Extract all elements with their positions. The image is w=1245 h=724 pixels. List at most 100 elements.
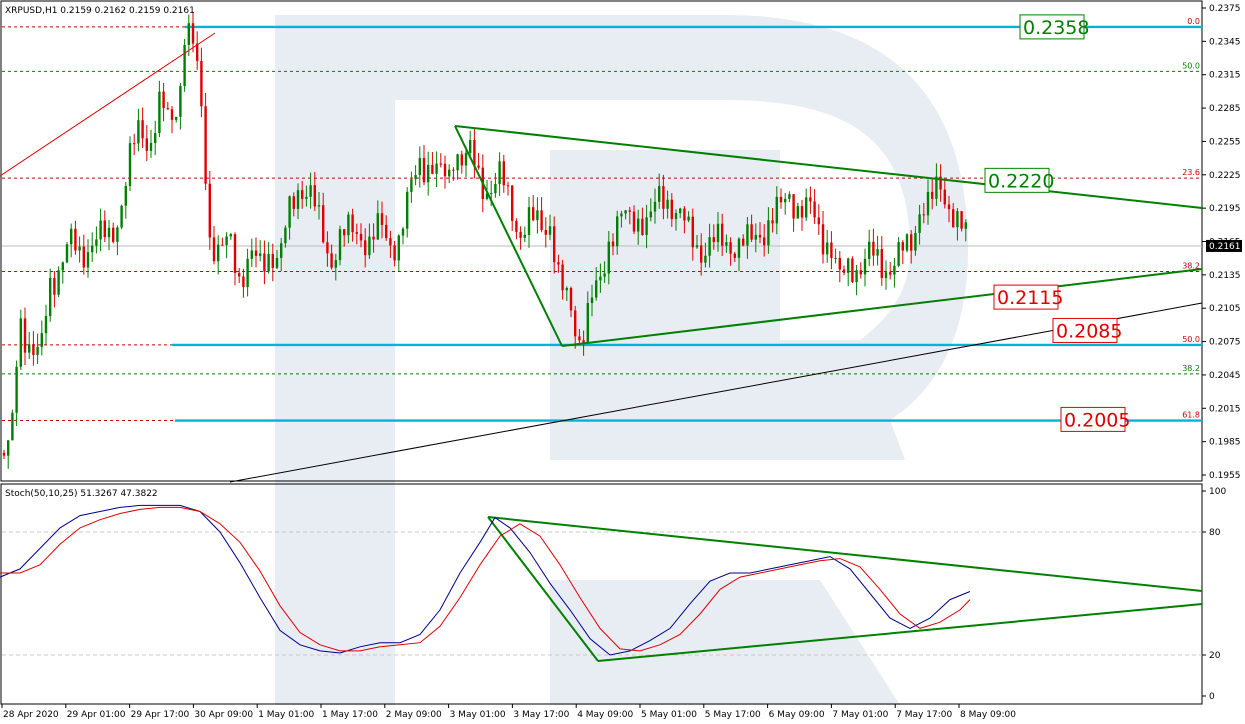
bear-candle [351,214,354,233]
bear-candle [443,163,447,177]
bull-candle [175,116,178,120]
bear-candle [700,245,703,263]
bull-candle [128,143,132,187]
bull-candle [964,222,967,229]
bull-candle [187,23,190,45]
bear-candle [515,220,518,232]
time-tick-label: 7 May 01:00 [832,710,888,720]
bull-candle [225,236,228,246]
bull-candle [826,242,829,255]
bull-candle [406,191,409,229]
bear-candle [32,344,35,355]
time-axis[interactable]: 28 Apr 2020 29 Apr 01:00 29 Apr 17:00 30 Ap… [1,704,1016,720]
bear-candle [460,154,463,166]
price-tick-label: 0.2015 [1209,404,1241,414]
bear-candle [670,199,673,219]
bull-candle [229,234,232,237]
bear-candle [271,253,274,268]
black-trendline [229,302,1203,483]
level-label-box [1019,14,1085,40]
level-label-text: 0.2220 [988,170,1054,192]
bear-candle [393,245,396,261]
bear-candle [683,208,686,221]
bear-candle [473,140,476,166]
bull-candle [469,140,472,153]
bear-candle [431,165,434,174]
stoch-tick-label: 100 [1209,487,1226,497]
bull-candle [86,252,90,268]
bull-candle [36,346,39,355]
bear-candle [771,220,774,224]
bear-candle [611,241,615,247]
bear-candle [204,106,207,184]
bull-candle [704,255,707,263]
bear-candle [53,277,56,295]
bear-candle [851,258,854,283]
bear-candle [242,276,245,288]
bull-candle [775,196,778,224]
stoch-drop-line [487,516,599,662]
level-label-0-2115: 0.2115 [993,284,1063,310]
current-price-badge: 0.2161 [1206,239,1242,252]
trend-lines[interactable] [0,32,1203,662]
bull-candle [767,220,770,246]
bear-candle [103,220,106,238]
bull-candle [120,205,123,228]
level-label-text: 0.2005 [1064,409,1130,431]
bull-candle [490,193,493,195]
time-tick-label: 5 May 17:00 [705,710,761,720]
fib-level-label: 0.0 [1187,17,1200,26]
bull-candle [149,142,153,151]
bull-candle [863,258,867,275]
price-tick-label: 0.2345 [1209,37,1241,47]
bull-candle [70,228,73,245]
bear-candle [141,120,144,139]
bear-candle [641,218,644,236]
bull-candle [448,169,451,177]
bear-candle [519,231,522,238]
bull-candle [427,165,430,183]
bear-candle [691,216,694,248]
bull-candle [599,276,602,281]
triangle-lower-trendline [561,268,1203,347]
bull-candle [687,216,690,221]
bull-candle [347,214,350,236]
bull-candle [893,265,896,275]
bull-candle [456,154,459,171]
bear-candle [758,234,762,238]
bull-candle [805,197,808,218]
bull-candle [926,191,930,216]
bull-candle [116,227,119,242]
stoch-upper-trendline [487,516,1203,592]
price-tick-label: 0.2255 [1209,137,1241,147]
fib-level-label: 50.0 [1182,335,1200,344]
bull-candle [679,208,682,214]
bear-candle [162,91,165,109]
bear-candle [800,206,804,218]
bear-candle [574,310,577,337]
stoch-axis: 100 80 20 0 [1202,487,1226,702]
bull-candle [91,245,94,253]
bull-candle [397,235,400,261]
bear-candle [729,242,732,254]
bull-candle [368,236,371,256]
bear-candle [200,60,203,107]
bear-candle [742,238,745,246]
bull-candle [246,258,249,288]
bull-candle [338,229,342,261]
bull-candle [586,303,589,343]
bear-candle [166,108,169,110]
bear-candle [931,191,934,199]
bull-candle [737,238,741,258]
bull-candle [708,237,711,256]
bull-candle [250,250,253,259]
bull-candle [788,194,791,199]
bull-candle [61,262,64,271]
bull-candle [935,176,938,199]
level-label-text: 0.2085 [1056,320,1122,342]
time-tick-label: 3 May 17:00 [513,710,569,720]
level-label-box [1060,406,1126,432]
triangle-drop-line [454,125,563,347]
